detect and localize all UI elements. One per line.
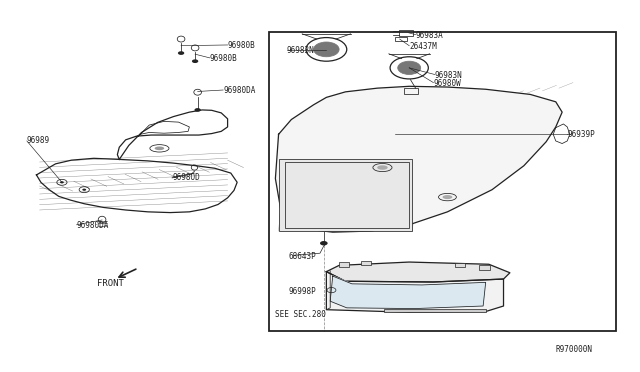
Text: 96980DA: 96980DA	[77, 221, 109, 230]
Polygon shape	[326, 262, 510, 282]
Circle shape	[60, 181, 64, 183]
Bar	[384, 309, 486, 312]
Ellipse shape	[377, 165, 388, 170]
Text: 96998P: 96998P	[288, 288, 316, 296]
Text: FRONT: FRONT	[97, 279, 124, 288]
Text: 96983A: 96983A	[415, 31, 444, 40]
Bar	[395, 37, 406, 41]
Bar	[479, 265, 490, 270]
Text: 96939P: 96939P	[567, 130, 595, 139]
Text: 68643P: 68643P	[288, 251, 316, 261]
Text: 96980W: 96980W	[433, 79, 461, 88]
Bar	[399, 30, 413, 36]
Text: SEE SEC.280: SEE SEC.280	[275, 310, 326, 319]
Bar	[361, 260, 371, 265]
Bar	[285, 162, 409, 228]
Text: 96983N: 96983N	[435, 71, 463, 80]
Bar	[278, 159, 412, 231]
Text: 96989: 96989	[27, 137, 50, 145]
Ellipse shape	[442, 195, 452, 199]
Circle shape	[195, 108, 201, 112]
Bar	[455, 263, 465, 267]
Bar	[404, 88, 418, 94]
Ellipse shape	[155, 147, 164, 150]
Bar	[269, 32, 616, 331]
Text: 96980B: 96980B	[228, 41, 255, 50]
Circle shape	[397, 61, 420, 74]
Text: 96983N: 96983N	[287, 46, 315, 55]
Polygon shape	[326, 272, 504, 312]
Text: 96980DA: 96980DA	[223, 86, 255, 95]
Bar	[339, 262, 349, 267]
Polygon shape	[275, 86, 562, 232]
Text: 26437M: 26437M	[409, 42, 437, 51]
Circle shape	[178, 51, 184, 55]
Text: 96980B: 96980B	[210, 54, 237, 63]
Polygon shape	[330, 276, 486, 309]
Circle shape	[320, 241, 328, 246]
Circle shape	[192, 60, 198, 63]
Circle shape	[83, 189, 86, 191]
Text: 9698OD: 9698OD	[172, 173, 200, 182]
Circle shape	[314, 42, 339, 57]
Text: R970000N: R970000N	[556, 345, 593, 354]
